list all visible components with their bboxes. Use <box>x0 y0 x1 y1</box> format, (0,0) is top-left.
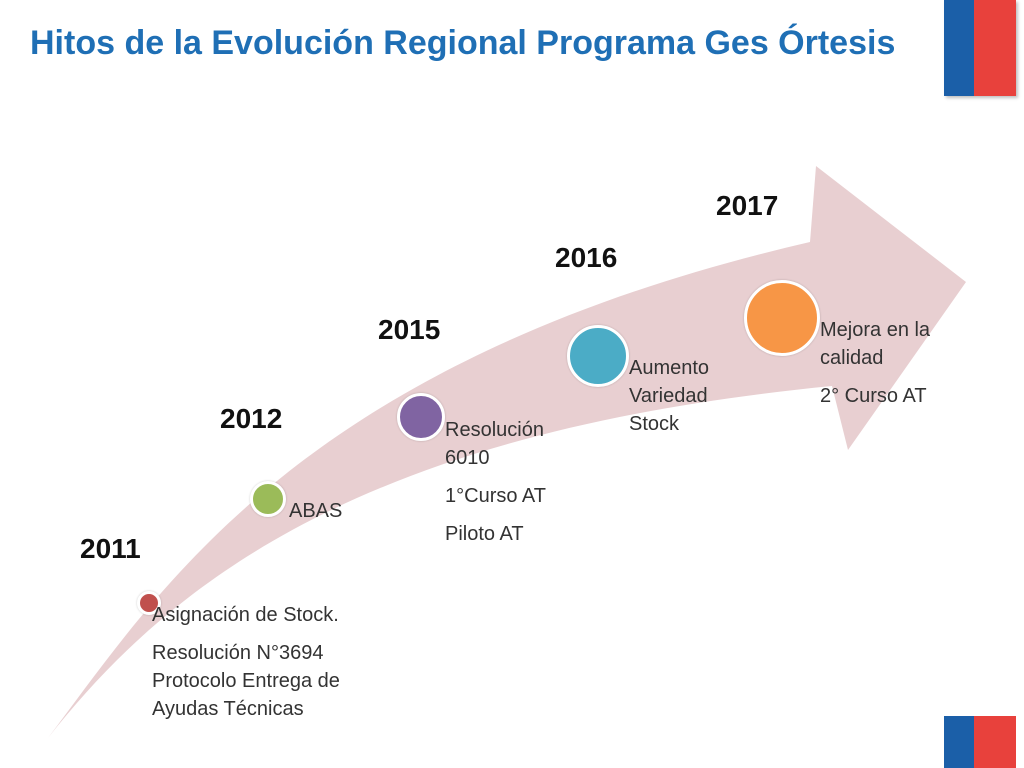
milestone-year-2012: 2012 <box>220 403 283 434</box>
milestone-line: Piloto AT <box>445 523 524 545</box>
milestone-year-2017: 2017 <box>716 190 779 221</box>
milestone-line: ABAS <box>289 500 343 522</box>
milestone-line: Mejora en la calidad <box>820 319 931 369</box>
chile-flag-logo-footer <box>944 716 1016 768</box>
milestone-text-2016: Aumento Variedad Stock <box>629 354 739 438</box>
slide-title: Hitos de la Evolución Regional Programa … <box>30 24 896 62</box>
milestone-year-2016: 2016 <box>555 242 618 273</box>
milestone-text-2015: Resolución 6010 1°Curso AT Piloto AT <box>445 416 565 548</box>
milestone-line: 1°Curso AT <box>445 485 546 507</box>
milestone-marker-2011 <box>137 591 161 615</box>
milestone-line: Resolución 6010 <box>445 419 544 469</box>
milestone-marker-2012 <box>250 481 286 517</box>
milestone-line: Asignación de Stock. <box>152 604 339 626</box>
milestone-year-2011: 2011 <box>80 533 141 564</box>
milestone-year-2015: 2015 <box>378 314 441 345</box>
milestone-text-2012: ABAS <box>289 497 409 525</box>
milestone-text-2017: Mejora en la calidad 2° Curso AT <box>820 316 970 410</box>
milestone-marker-2017 <box>744 280 820 356</box>
chile-flag-logo <box>944 0 1016 96</box>
milestone-line: Resolución N°3694 Protocolo Entrega de A… <box>152 642 340 720</box>
milestone-marker-2015 <box>397 393 445 441</box>
milestone-marker-2016 <box>567 325 629 387</box>
milestone-line: Aumento Variedad Stock <box>629 357 710 435</box>
milestone-line: 2° Curso AT <box>820 385 927 407</box>
milestone-text-2011: Asignación de Stock. Resolución N°3694 P… <box>152 601 392 723</box>
